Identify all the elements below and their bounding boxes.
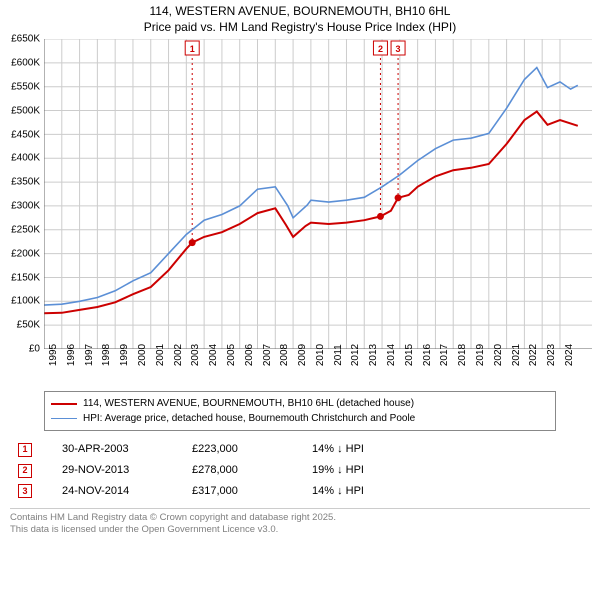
y-axis-labels: £0£50K£100K£150K£200K£250K£300K£350K£400… (0, 39, 40, 349)
y-tick-label: £200K (0, 248, 40, 259)
x-tick-label: 2005 (226, 344, 237, 366)
attribution: Contains HM Land Registry data © Crown c… (10, 508, 590, 537)
x-tick-label: 2007 (262, 344, 273, 366)
x-tick-label: 2017 (439, 344, 450, 366)
x-tick-label: 2022 (528, 344, 539, 366)
x-tick-label: 2000 (137, 344, 148, 366)
legend-item: 114, WESTERN AVENUE, BOURNEMOUTH, BH10 6… (51, 396, 549, 411)
y-tick-label: £450K (0, 129, 40, 140)
x-tick-label: 2002 (173, 344, 184, 366)
x-tick-label: 1998 (101, 344, 112, 366)
event-marker: 2 (18, 464, 32, 478)
event-marker: 1 (18, 443, 32, 457)
y-tick-label: £300K (0, 201, 40, 212)
x-tick-label: 2011 (333, 344, 344, 366)
x-tick-label: 2018 (457, 344, 468, 366)
event-date: 29-NOV-2013 (62, 460, 192, 481)
x-tick-label: 2019 (475, 344, 486, 366)
title-line-2: Price paid vs. HM Land Registry's House … (0, 20, 600, 36)
x-tick-label: 1996 (66, 344, 77, 366)
event-row: 2 29-NOV-2013£278,00019% ↓ HPI (18, 460, 600, 481)
events-table: 1 30-APR-2003£223,00014% ↓ HPI 2 29-NOV-201… (18, 439, 600, 502)
svg-text:3: 3 (396, 44, 401, 54)
event-delta: 14% ↓ HPI (312, 481, 364, 502)
svg-text:2: 2 (378, 44, 383, 54)
x-tick-label: 2003 (190, 344, 201, 366)
title-line-1: 114, WESTERN AVENUE, BOURNEMOUTH, BH10 6… (0, 4, 600, 20)
legend-swatch (51, 418, 77, 419)
legend: 114, WESTERN AVENUE, BOURNEMOUTH, BH10 6… (44, 391, 556, 431)
x-axis-labels: 1995199619971998199920002001200220032004… (44, 349, 592, 385)
x-tick-label: 2013 (368, 344, 379, 366)
y-tick-label: £600K (0, 58, 40, 69)
event-row: 3 24-NOV-2014£317,00014% ↓ HPI (18, 481, 600, 502)
x-tick-label: 1995 (48, 344, 59, 366)
x-tick-label: 2010 (315, 344, 326, 366)
x-tick-label: 2023 (546, 344, 557, 366)
x-tick-label: 2024 (564, 344, 575, 366)
event-date: 30-APR-2003 (62, 439, 192, 460)
x-tick-label: 2009 (297, 344, 308, 366)
chart-title-block: 114, WESTERN AVENUE, BOURNEMOUTH, BH10 6… (0, 0, 600, 35)
y-tick-label: £550K (0, 81, 40, 92)
x-tick-label: 2006 (244, 344, 255, 366)
chart-area: £0£50K£100K£150K£200K£250K£300K£350K£400… (44, 39, 592, 349)
svg-text:1: 1 (190, 44, 195, 54)
y-tick-label: £650K (0, 34, 40, 45)
y-tick-label: £50K (0, 320, 40, 331)
y-tick-label: £350K (0, 177, 40, 188)
y-tick-label: £150K (0, 272, 40, 283)
event-price: £317,000 (192, 481, 312, 502)
event-price: £278,000 (192, 460, 312, 481)
x-tick-label: 2014 (386, 344, 397, 366)
y-tick-label: £500K (0, 105, 40, 116)
attribution-line-2: This data is licensed under the Open Gov… (10, 524, 590, 536)
y-tick-label: £250K (0, 224, 40, 235)
legend-swatch (51, 403, 77, 405)
event-date: 24-NOV-2014 (62, 481, 192, 502)
y-tick-label: £400K (0, 153, 40, 164)
legend-label: 114, WESTERN AVENUE, BOURNEMOUTH, BH10 6… (83, 396, 414, 411)
event-delta: 19% ↓ HPI (312, 460, 364, 481)
legend-label: HPI: Average price, detached house, Bour… (83, 411, 415, 426)
legend-item: HPI: Average price, detached house, Bour… (51, 411, 549, 426)
x-tick-label: 2021 (511, 344, 522, 366)
x-tick-label: 2012 (350, 344, 361, 366)
x-tick-label: 2020 (493, 344, 504, 366)
x-tick-label: 2016 (422, 344, 433, 366)
x-tick-label: 1999 (119, 344, 130, 366)
event-row: 1 30-APR-2003£223,00014% ↓ HPI (18, 439, 600, 460)
event-marker: 3 (18, 484, 32, 498)
attribution-line-1: Contains HM Land Registry data © Crown c… (10, 512, 590, 524)
y-tick-label: £0 (0, 344, 40, 355)
event-price: £223,000 (192, 439, 312, 460)
event-delta: 14% ↓ HPI (312, 439, 364, 460)
x-tick-label: 2004 (208, 344, 219, 366)
x-tick-label: 2008 (279, 344, 290, 366)
chart-svg: 1 2 3 (44, 39, 592, 349)
x-tick-label: 2015 (404, 344, 415, 366)
y-tick-label: £100K (0, 296, 40, 307)
x-tick-label: 1997 (84, 344, 95, 366)
x-tick-label: 2001 (155, 344, 166, 366)
